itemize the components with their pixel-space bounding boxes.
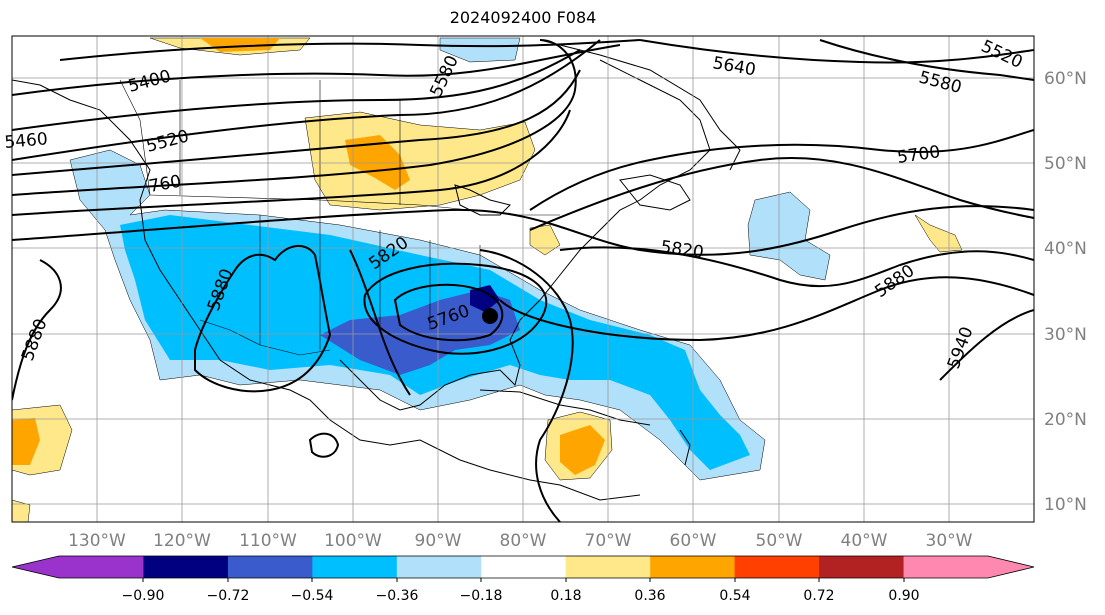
lon-label: 30°W	[926, 531, 973, 551]
colorbar-segment	[650, 556, 736, 578]
lat-label: 30°N	[1044, 325, 1087, 345]
colorbar-segment	[481, 556, 567, 578]
colorbar-labels: −0.90 −0.72 −0.54 −0.36 −0.18 0.18 0.36 …	[122, 588, 920, 604]
longitude-labels: 130°W 120°W 110°W 100°W 90°W 80°W 70°W 6…	[68, 531, 973, 551]
colorbar-segment	[312, 556, 398, 578]
colorbar-label: −0.36	[376, 588, 419, 604]
map-frame	[11, 35, 1035, 523]
graticule	[12, 36, 1034, 522]
storm-center-marker	[482, 308, 498, 324]
lon-label: 100°W	[324, 531, 382, 551]
colorbar-label: −0.90	[122, 588, 165, 604]
lon-label: 90°W	[415, 531, 462, 551]
colorbar-segment	[227, 556, 313, 578]
lat-label: 40°N	[1044, 239, 1087, 259]
lat-label: 50°N	[1044, 154, 1087, 174]
colorbar-segment	[143, 556, 229, 578]
lat-label: 20°N	[1044, 410, 1087, 430]
lon-label: 110°W	[239, 531, 297, 551]
colorbar-label: −0.18	[460, 588, 503, 604]
lat-label: 10°N	[1044, 495, 1087, 515]
shading-navy	[470, 285, 500, 312]
latitude-labels: 60°N 50°N 40°N 30°N 20°N 10°N	[1044, 69, 1087, 515]
colorbar-extend-low	[12, 556, 59, 578]
lon-label: 40°W	[841, 531, 888, 551]
lon-label: 120°W	[153, 531, 211, 551]
colorbar	[11, 555, 1035, 582]
shading-orange	[12, 38, 605, 475]
lon-label: 130°W	[68, 531, 126, 551]
colorbar-label: 0.90	[888, 588, 919, 604]
colorbar-label: 0.36	[634, 588, 665, 604]
colorbar-outline	[11, 555, 1035, 579]
colorbar-label: 0.18	[550, 588, 581, 604]
colorbar-label: 0.54	[719, 588, 750, 604]
contour-label: 5460	[4, 129, 49, 153]
colorbar-label: −0.72	[207, 588, 250, 604]
map-title: 2024092400 F084	[449, 8, 597, 27]
colorbar-label: −0.54	[291, 588, 334, 604]
colorbar-segment	[734, 556, 820, 578]
lon-label: 80°W	[500, 531, 547, 551]
colorbar-segment	[59, 556, 144, 578]
shading-medium-blue	[320, 290, 520, 375]
height-contours	[12, 39, 1034, 522]
lon-label: 60°W	[670, 531, 717, 551]
colorbar-label: 0.72	[803, 588, 834, 604]
lat-label: 60°N	[1044, 69, 1087, 89]
colorbar-segment	[396, 556, 482, 578]
lon-label: 50°W	[756, 531, 803, 551]
colorbar-segment	[903, 556, 989, 578]
colorbar-extend-high	[988, 556, 1034, 578]
colorbar-segment	[565, 556, 651, 578]
colorbar-segment	[819, 556, 905, 578]
lon-label: 70°W	[585, 531, 632, 551]
